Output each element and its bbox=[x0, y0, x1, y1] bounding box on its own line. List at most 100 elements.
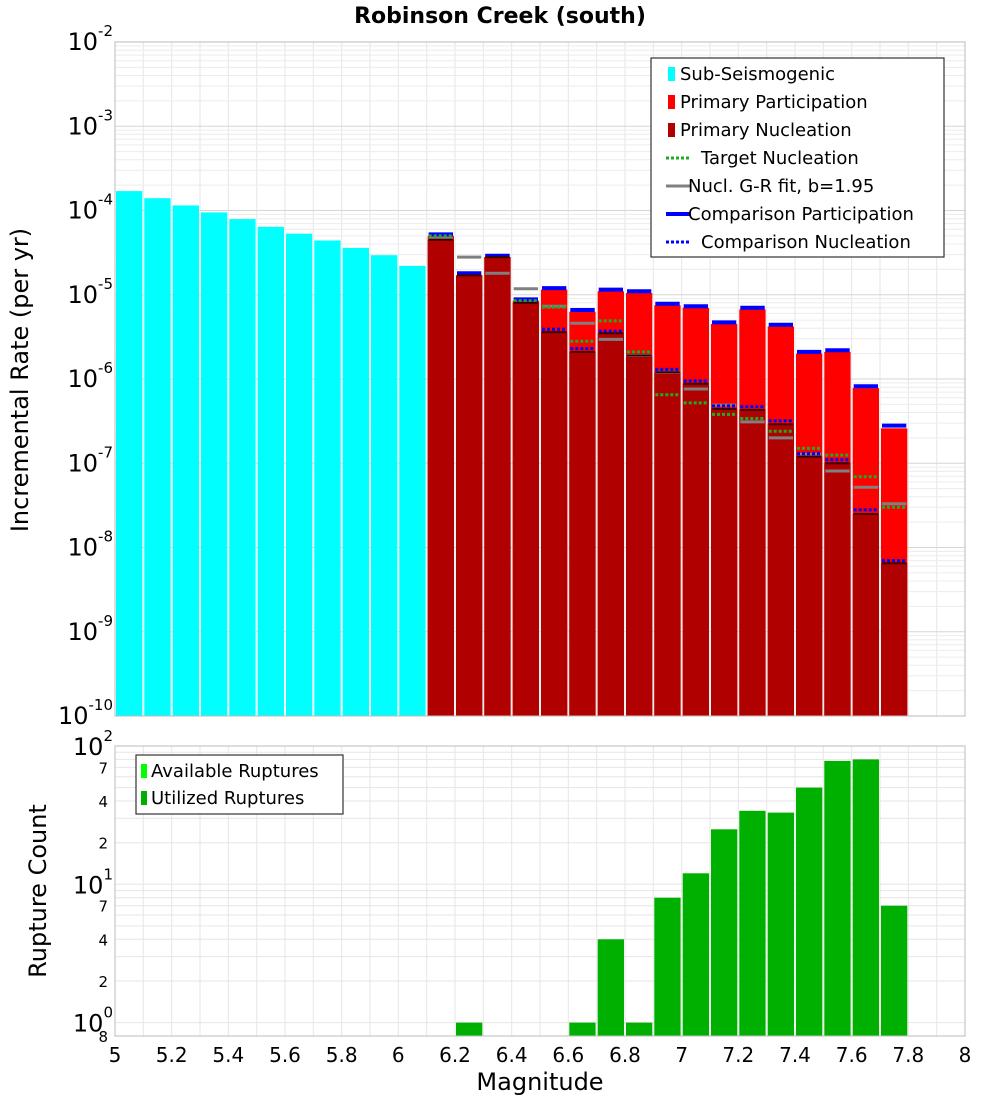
utilized-ruptures-bar bbox=[682, 873, 709, 1036]
bottom-panel: 100 101 102 8 2 4 7 2 4 7 Rupture Count Available… bbox=[24, 727, 966, 1046]
legend-label: Primary Nucleation bbox=[680, 120, 852, 141]
sub-seismogenic-bar bbox=[229, 219, 256, 716]
top-gridlines bbox=[114, 42, 966, 717]
x-tick-label: 6.6 bbox=[552, 1043, 584, 1067]
legend-label: Available Ruptures bbox=[151, 761, 319, 782]
chart-title: Robinson Creek (south) bbox=[354, 4, 646, 29]
legend-swatch bbox=[141, 791, 147, 805]
top-y-ticks: 10-10 10-9 10-8 10-7 10-6 10-5 10-4 10-3 10-2 bbox=[58, 22, 113, 730]
bottom-legend-item: Utilized Ruptures bbox=[141, 788, 304, 809]
primary-nucleation-bar bbox=[852, 514, 879, 716]
bottom-y-tick-label: 102 bbox=[73, 727, 113, 761]
x-tick-label: 7.6 bbox=[836, 1043, 868, 1067]
utilized-ruptures-bar bbox=[626, 1022, 653, 1036]
sub-seismogenic-bar bbox=[286, 233, 313, 716]
utilized-ruptures-bar bbox=[824, 760, 851, 1036]
legend-swatch bbox=[668, 67, 675, 81]
utilized-ruptures-bar bbox=[711, 829, 738, 1036]
utilized-ruptures-bar bbox=[881, 905, 908, 1036]
top-y-tick-label: 10-3 bbox=[67, 106, 113, 140]
bottom-y-minor-label: 4 bbox=[98, 931, 108, 949]
top-panel: 10-10 10-9 10-8 10-7 10-6 10-5 10-4 10-3 10-2 In… bbox=[6, 22, 966, 730]
primary-nucleation-bar bbox=[796, 456, 823, 716]
x-tick-label: 5.4 bbox=[212, 1043, 244, 1067]
top-y-tick-label: 10-4 bbox=[67, 191, 113, 225]
top-y-tick-label: 10-6 bbox=[67, 359, 113, 393]
x-tick-label: 6.2 bbox=[439, 1043, 471, 1067]
x-tick-label: 5.2 bbox=[156, 1043, 188, 1067]
top-y-tick-label: 10-9 bbox=[67, 612, 113, 646]
sub-seismogenic-bar bbox=[172, 205, 199, 716]
x-tick-label: 7.2 bbox=[722, 1043, 754, 1067]
utilized-ruptures-bar bbox=[654, 897, 681, 1036]
top-y-tick-label: 10-8 bbox=[67, 528, 113, 562]
top-y-tick-label: 10-10 bbox=[58, 696, 113, 730]
primary-nucleation-bar bbox=[484, 257, 511, 716]
sub-seismogenic-bar bbox=[314, 240, 341, 716]
legend-label: Sub-Seismogenic bbox=[680, 64, 835, 85]
top-y-axis-title: Incremental Rate (per yr) bbox=[6, 228, 34, 532]
primary-nucleation-bar bbox=[569, 351, 596, 716]
primary-nucleation-bar bbox=[824, 463, 851, 717]
sub-seismogenic-bar bbox=[116, 191, 143, 717]
top-legend-item: Comparison Nucleation bbox=[666, 232, 911, 253]
primary-nucleation-bar bbox=[456, 275, 483, 716]
x-tick-label: 7.8 bbox=[892, 1043, 924, 1067]
legend-label: Comparison Participation bbox=[688, 204, 914, 225]
top-y-tick-label: 10-7 bbox=[67, 443, 113, 477]
primary-nucleation-bar bbox=[881, 563, 908, 716]
x-tick-label: 8 bbox=[959, 1043, 972, 1067]
x-tick-label: 5 bbox=[109, 1043, 122, 1067]
primary-nucleation-bar bbox=[767, 424, 794, 716]
sub-seismogenic-bar bbox=[257, 226, 284, 717]
top-legend-item: Target Nucleation bbox=[666, 148, 859, 169]
bottom-gridlines bbox=[114, 745, 966, 1036]
sub-seismogenic-bar bbox=[144, 198, 171, 716]
utilized-ruptures-bar bbox=[767, 812, 794, 1036]
primary-nucleation-bar bbox=[711, 409, 738, 716]
legend-label: Primary Participation bbox=[680, 92, 868, 113]
x-tick-label: 7.4 bbox=[779, 1043, 811, 1067]
x-tick-label: 6.4 bbox=[496, 1043, 528, 1067]
utilized-ruptures-bar bbox=[739, 810, 766, 1036]
x-axis-title: Magnitude bbox=[476, 1068, 603, 1096]
x-tick-label: 6.8 bbox=[609, 1043, 641, 1067]
utilized-ruptures-bar bbox=[456, 1022, 483, 1036]
bottom-y-minor-label: 2 bbox=[98, 973, 108, 991]
bottom-y-tick-label: 101 bbox=[73, 865, 113, 899]
utilized-ruptures-bar bbox=[569, 1022, 596, 1036]
legend-label: Target Nucleation bbox=[700, 148, 859, 169]
x-ticks: 5 5.2 5.4 5.6 5.8 6 6.2 6.4 6.6 6.8 7 7.2 7.4 7.6 7.8 8 bbox=[109, 1043, 972, 1067]
top-legend: Sub-Seismogenic Primary Participation Prim… bbox=[650, 57, 945, 258]
top-legend-item: Primary Nucleation bbox=[668, 120, 852, 141]
x-tick-label: 5.8 bbox=[326, 1043, 358, 1067]
bottom-legend: Available Ruptures Utilized Ruptures bbox=[135, 754, 344, 815]
bottom-y-minor-label: 2 bbox=[98, 835, 108, 853]
primary-nucleation-bar bbox=[512, 302, 539, 716]
bottom-y-axis-title: Rupture Count bbox=[24, 804, 52, 978]
top-legend-item: Primary Participation bbox=[668, 92, 868, 113]
utilized-ruptures-bar bbox=[796, 787, 823, 1036]
legend-swatch bbox=[668, 95, 675, 109]
x-tick-label: 7 bbox=[675, 1043, 688, 1067]
primary-nucleation-bar bbox=[626, 355, 653, 716]
primary-nucleation-bar bbox=[597, 333, 624, 716]
sub-seismogenic-bar bbox=[399, 265, 426, 716]
bottom-y-tick-label: 100 bbox=[73, 1004, 113, 1038]
bottom-y-minor-label: 7 bbox=[98, 898, 108, 916]
utilized-ruptures-bar bbox=[852, 759, 879, 1036]
top-legend-item: Comparison Participation bbox=[666, 204, 914, 225]
bottom-legend-item: Available Ruptures bbox=[141, 761, 319, 782]
x-tick-label: 5.6 bbox=[269, 1043, 301, 1067]
sub-seismogenic-bar bbox=[201, 212, 228, 716]
top-y-tick-label: 10-5 bbox=[67, 275, 113, 309]
top-legend-item: Nucl. G-R fit, b=1.95 bbox=[666, 176, 874, 197]
bottom-bars bbox=[456, 759, 908, 1036]
bottom-y-ticks: 100 101 102 8 2 4 7 2 4 7 bbox=[73, 727, 113, 1046]
top-line-markers bbox=[428, 232, 907, 565]
legend-label: Comparison Nucleation bbox=[701, 232, 911, 253]
top-bars bbox=[116, 191, 908, 717]
sub-seismogenic-bar bbox=[371, 255, 398, 716]
primary-nucleation-bar bbox=[541, 332, 568, 716]
